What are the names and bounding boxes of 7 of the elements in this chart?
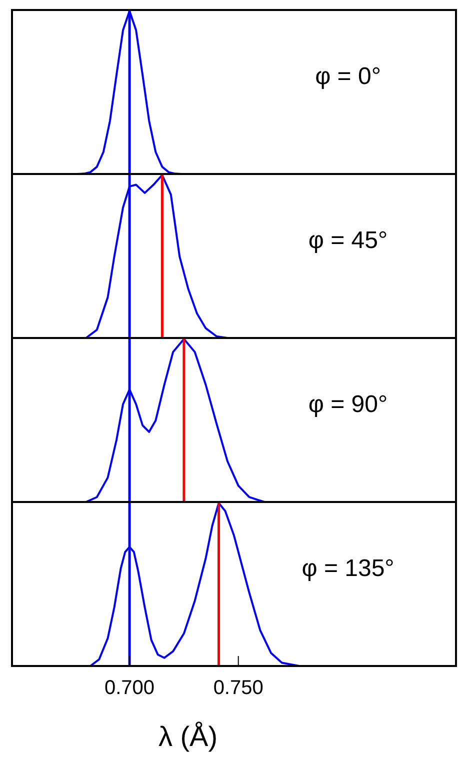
- x-tick-label: 0.700: [104, 677, 155, 699]
- annotation: φ = 135°: [302, 554, 394, 582]
- annotation: φ = 0°: [315, 62, 381, 90]
- x-tick-label: 0.750: [213, 677, 264, 699]
- annotation: φ = 90°: [308, 390, 388, 418]
- annotation: φ = 45°: [308, 226, 388, 254]
- x-axis-title: λ (Å): [158, 721, 218, 752]
